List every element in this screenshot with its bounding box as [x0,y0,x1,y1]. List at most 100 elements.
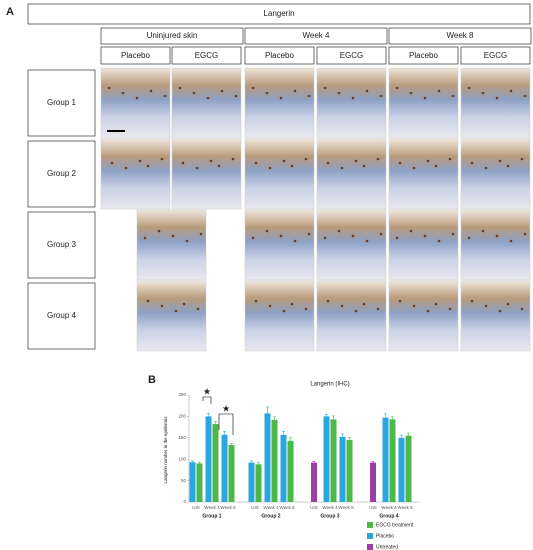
header-box [27,69,96,137]
x-tick-label: UIS [251,505,259,510]
group-label: Group 2 [47,169,76,178]
stain-spot [351,96,355,100]
header-box [100,27,244,45]
y-tick-label: 200 [178,414,186,419]
stain-spot [121,91,125,95]
stain-spot [326,161,330,165]
header-box [171,46,242,65]
header-box [27,282,96,350]
bar [271,419,278,502]
stain-spot [195,166,199,170]
group-label: Group 4 [379,513,398,519]
stain-spot [251,86,255,90]
bar [221,434,228,502]
stain-spot [481,91,485,95]
histology-image [388,280,459,352]
stain-spot [434,302,438,306]
header-box [27,140,96,208]
histology-image [244,280,315,352]
stain-spot [254,161,258,165]
stain-spot [178,86,182,90]
condition-label: Uninjured skin [147,31,198,40]
histology-image [316,67,387,139]
stain-spot [448,157,452,161]
legend-swatch [367,544,373,550]
panel-label: B [148,374,156,386]
condition-label: Week 4 [303,31,331,40]
histology-image [460,138,531,210]
header-box [388,27,532,45]
stain-spot [351,234,355,238]
stain-spot [326,299,330,303]
treatment-label: Placebo [121,51,150,60]
stain-spot [290,164,294,168]
stain-spot [340,166,344,170]
stain-spot [409,91,413,95]
x-tick-label: Week 4 [322,505,338,510]
stain-spot [199,232,203,236]
legend-label: EGCG treatment [376,522,414,528]
group-label: Group 1 [47,98,76,107]
bar [382,417,389,502]
stain-spot [423,96,427,100]
y-tick-label: 150 [178,435,186,440]
stain-spot [307,94,311,98]
histology-image [100,138,171,210]
histology-image [244,209,315,281]
y-axis-label: Langerin number in the epidermis [163,416,168,484]
stain-spot [160,304,164,308]
stain-spot [484,304,488,308]
stain-spot [498,309,502,313]
histology-image [388,67,459,139]
stain-spot [340,304,344,308]
stain-spot [149,89,153,93]
stain-spot [398,299,402,303]
stain-spot [395,236,399,240]
stain-spot [251,236,255,240]
histology-image [244,67,315,139]
stain-spot [143,236,147,240]
bar [287,440,294,502]
header-box [244,46,315,65]
stain-spot [412,304,416,308]
stain-spot [495,96,499,100]
bar [311,462,317,502]
stain-spot [470,161,474,165]
stain-spot [354,309,358,313]
stain-spot [379,232,383,236]
stain-spot [206,96,210,100]
chart-title: Langerin (IHC) [310,382,349,388]
stain-spot [290,302,294,306]
stain-spot [265,229,269,233]
stain-spot [254,299,258,303]
stain-spot [495,234,499,238]
header-box [244,27,388,45]
bar [196,463,203,502]
panel-label: A [6,6,14,18]
stain-spot [282,159,286,163]
header-box [27,211,96,279]
stain-spot [196,307,200,311]
stain-spot [124,166,128,170]
condition-label: Week 8 [447,31,475,40]
stain-spot [506,302,510,306]
stain-spot [365,89,369,93]
stain-spot [182,302,186,306]
stain-spot [337,91,341,95]
bar [255,464,262,502]
stain-spot [209,159,213,163]
stain-spot [293,89,297,93]
treatment-label: EGCG [484,51,508,60]
treatment-label: Placebo [409,51,438,60]
stain-spot [506,164,510,168]
stain-spot [171,234,175,238]
stain-spot [268,304,272,308]
stain-spot [437,89,441,93]
significance-star: ★ [203,386,211,396]
bar [212,424,219,502]
stain-spot [146,299,150,303]
histology-image [136,280,207,352]
stain-spot [163,94,167,98]
